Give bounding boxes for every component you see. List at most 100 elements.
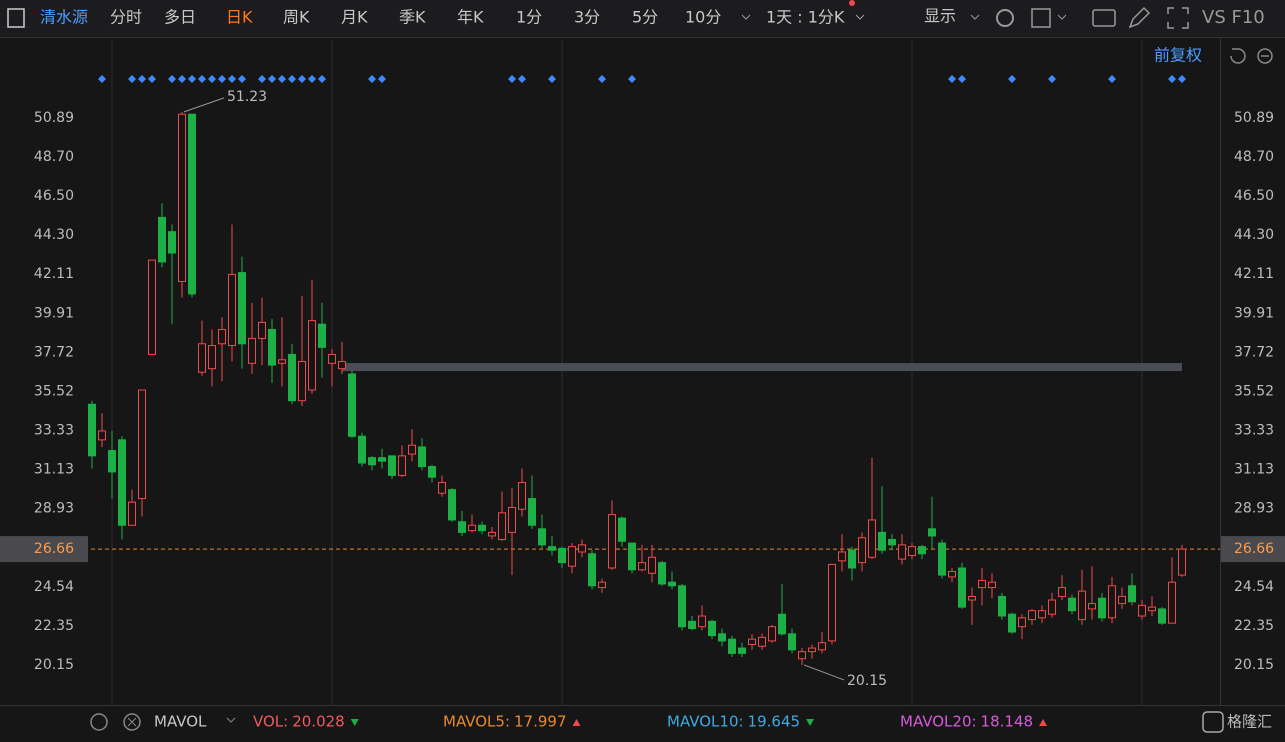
candle-body xyxy=(1038,610,1046,619)
event-marker xyxy=(198,75,206,83)
candle-body xyxy=(548,546,556,551)
indicator-label: VOL: xyxy=(253,713,288,731)
period-tab[interactable]: 多日 xyxy=(164,8,196,27)
display-menu[interactable]: 显示 xyxy=(924,7,956,26)
candle-body xyxy=(628,542,636,571)
indicator-label: MAVOL10: xyxy=(667,713,744,731)
indicator-settings[interactable] xyxy=(90,713,108,731)
candle-body xyxy=(1108,585,1116,619)
candle-body xyxy=(218,329,226,345)
y-tick-label-right: 42.11 xyxy=(1234,266,1274,282)
candle-body xyxy=(1168,581,1176,624)
draw-rect-icon[interactable] xyxy=(1031,8,1051,28)
vs-f10[interactable]: VS F10 xyxy=(1202,7,1265,28)
y-tick-label-right: 28.93 xyxy=(1234,501,1274,517)
trend-arrow xyxy=(350,719,359,726)
y-tick-label: 28.93 xyxy=(34,501,74,517)
pen-icon[interactable] xyxy=(1128,6,1151,29)
settings-icon[interactable] xyxy=(996,9,1014,27)
y-tick-label: 50.89 xyxy=(34,110,74,126)
candle-body xyxy=(528,498,536,526)
y-tick-label-right: 50.89 xyxy=(1234,110,1274,126)
zoom-out-icon[interactable] xyxy=(1257,48,1273,64)
candle-body xyxy=(718,633,726,642)
candle-body xyxy=(1018,617,1026,628)
period-tab[interactable]: 季K xyxy=(399,8,426,27)
y-tick-label-right: 24.54 xyxy=(1234,579,1274,595)
period-tab[interactable]: 3分 xyxy=(574,8,600,27)
event-marker xyxy=(368,75,376,83)
y-tick-label-right: 37.72 xyxy=(1234,344,1274,360)
candle-body xyxy=(398,455,406,476)
candle-body xyxy=(1028,610,1036,621)
period-tab[interactable]: 1分 xyxy=(516,8,542,27)
adjust-mode[interactable]: 前复权 xyxy=(1154,46,1202,65)
candle-body xyxy=(1068,597,1076,612)
candle-body xyxy=(788,633,796,651)
high-leader xyxy=(183,97,225,113)
candle-body xyxy=(668,581,676,587)
candle-body xyxy=(1128,585,1136,603)
y-tick-label-right: 39.91 xyxy=(1234,305,1274,321)
indicator-close[interactable] xyxy=(123,713,141,731)
candle-body xyxy=(418,446,426,468)
candle-body xyxy=(438,482,446,494)
period-tab[interactable]: 月K xyxy=(341,8,368,27)
candle-body xyxy=(1008,613,1016,633)
candle-body xyxy=(728,638,736,654)
candle-body xyxy=(918,546,926,555)
period-tab[interactable]: 日K xyxy=(226,8,253,27)
stock-name[interactable]: 清水源 xyxy=(40,8,88,27)
candle-body xyxy=(128,501,136,526)
event-marker xyxy=(1008,75,1016,83)
y-tick-label: 44.30 xyxy=(34,227,74,243)
candle-body xyxy=(488,531,496,537)
candle-body xyxy=(838,551,846,562)
event-marker xyxy=(128,75,136,83)
candle-body xyxy=(1118,595,1126,605)
event-marker xyxy=(98,75,106,83)
candle-body xyxy=(378,457,386,462)
period-select[interactable]: 1天 : 1分K xyxy=(766,8,845,27)
indicator-value: 17.997 xyxy=(514,713,567,731)
candle-body xyxy=(758,636,766,647)
period-tab[interactable]: 年K xyxy=(457,8,484,27)
y-tick-label-right: 48.70 xyxy=(1234,149,1274,165)
candle-body xyxy=(278,359,286,364)
candle-body xyxy=(1158,608,1166,624)
candle-body xyxy=(428,466,436,478)
indicator-label: MAVOL20: xyxy=(900,713,977,731)
candle-body xyxy=(508,506,516,533)
last-price-label: 26.66 xyxy=(34,541,74,557)
candle-body xyxy=(268,329,276,366)
candle-body xyxy=(328,353,336,364)
reset-icon[interactable] xyxy=(1230,48,1246,64)
candle-body xyxy=(348,373,356,437)
event-marker xyxy=(308,75,316,83)
fullscreen-icon[interactable] xyxy=(1167,7,1189,29)
sidebar-toggle[interactable] xyxy=(7,8,25,28)
camera-icon[interactable] xyxy=(1092,9,1116,27)
event-marker xyxy=(958,75,966,83)
period-tab[interactable]: 周K xyxy=(283,8,310,27)
indicator-selector[interactable]: MAVOL xyxy=(154,713,207,731)
candle-body xyxy=(938,542,946,576)
period-tab[interactable]: 10分 xyxy=(685,8,721,27)
period-tab[interactable]: 5分 xyxy=(632,8,658,27)
event-marker xyxy=(1048,75,1056,83)
event-marker xyxy=(268,75,276,83)
indicator-icons xyxy=(127,717,236,727)
trend-arrow xyxy=(1039,719,1048,726)
candle-body xyxy=(678,585,686,628)
candle-body xyxy=(178,113,186,282)
event-marker xyxy=(238,75,246,83)
period-tab[interactable]: 分时 xyxy=(110,8,142,27)
y-tick-label: 35.52 xyxy=(34,383,74,399)
indicator-value: 19.645 xyxy=(748,713,801,731)
candle-body xyxy=(138,389,146,500)
event-marker xyxy=(208,75,216,83)
candle-body xyxy=(388,455,396,476)
event-marker xyxy=(318,75,326,83)
candle-body xyxy=(908,546,916,557)
candle-body xyxy=(778,613,786,635)
